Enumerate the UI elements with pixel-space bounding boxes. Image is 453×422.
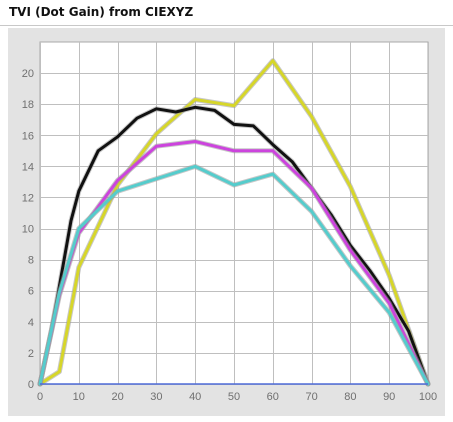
x-tick-label: 0	[37, 391, 43, 403]
y-tick-label: 16	[22, 130, 34, 142]
y-tick-label: 12	[22, 192, 34, 204]
x-tick-label: 50	[228, 391, 240, 403]
title-divider	[0, 25, 453, 26]
title-bar: TVI (Dot Gain) from CIEXYZ	[0, 0, 453, 26]
x-tick-label: 10	[73, 391, 85, 403]
x-tick-label: 20	[111, 391, 123, 403]
y-tick-label: 14	[22, 161, 34, 173]
chart-title: TVI (Dot Gain) from CIEXYZ	[9, 5, 194, 19]
x-tick-label: 40	[189, 391, 201, 403]
y-tick-label: 0	[28, 379, 34, 391]
y-tick-label: 4	[28, 317, 34, 329]
series-4	[37, 163, 431, 387]
y-tick-label: 18	[22, 99, 34, 111]
series-line	[38, 105, 430, 386]
y-tick-label: 20	[22, 68, 34, 80]
tvi-chart: 0 10 20 30 40 50 60 70 80 90 100 0 2 4 6 8 10 12 14 16 18 20	[8, 28, 445, 416]
x-tick-label: 80	[344, 391, 356, 403]
series-line	[38, 164, 430, 386]
x-tick-label: 70	[305, 391, 317, 403]
series-layer	[37, 58, 431, 387]
x-tick-label: 30	[150, 391, 162, 403]
axis-tick-labels: 0 10 20 30 40 50 60 70 80 90 100 0 2 4 6 8 10 12 14 16 18 20	[22, 68, 437, 403]
series-1	[37, 58, 431, 387]
y-tick-label: 10	[22, 224, 34, 236]
series-line	[38, 59, 430, 386]
gridlines	[40, 42, 429, 385]
y-tick-label: 8	[28, 255, 34, 267]
y-tick-label: 6	[28, 286, 34, 298]
x-tick-label: 100	[419, 391, 437, 403]
series-2	[37, 104, 431, 387]
x-tick-label: 90	[383, 391, 395, 403]
x-tick-label: 60	[267, 391, 279, 403]
y-tick-label: 2	[28, 348, 34, 360]
